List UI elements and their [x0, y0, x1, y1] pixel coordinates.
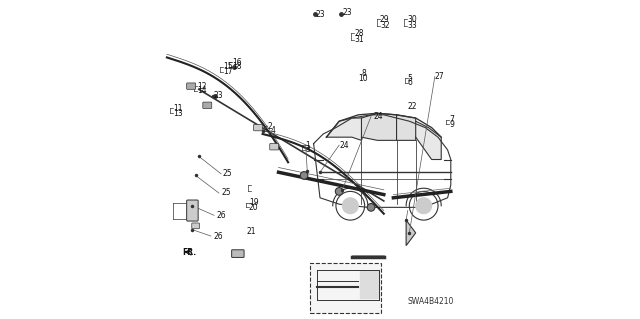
Text: 25: 25 — [221, 189, 231, 197]
Text: 10: 10 — [358, 74, 368, 83]
Text: 5: 5 — [408, 74, 413, 83]
Text: 27: 27 — [435, 72, 444, 81]
Text: 19: 19 — [249, 198, 259, 207]
FancyBboxPatch shape — [310, 263, 381, 313]
Text: 11: 11 — [173, 104, 183, 113]
Text: 13: 13 — [173, 109, 183, 118]
Text: 26: 26 — [213, 232, 223, 241]
Polygon shape — [397, 115, 416, 140]
Polygon shape — [416, 121, 441, 160]
Text: 16: 16 — [232, 58, 242, 67]
Text: 24: 24 — [373, 112, 383, 121]
Circle shape — [416, 198, 431, 214]
Text: 15: 15 — [223, 63, 232, 71]
Text: 21: 21 — [246, 227, 256, 236]
Text: 31: 31 — [354, 35, 364, 44]
Polygon shape — [406, 220, 416, 246]
FancyBboxPatch shape — [187, 200, 198, 221]
Text: SWA4B4210: SWA4B4210 — [408, 297, 454, 306]
Text: 8: 8 — [362, 69, 366, 78]
FancyBboxPatch shape — [192, 223, 200, 229]
Text: 33: 33 — [407, 21, 417, 30]
Text: 26: 26 — [216, 211, 226, 220]
Text: 30: 30 — [407, 15, 417, 24]
Polygon shape — [362, 113, 397, 140]
FancyBboxPatch shape — [187, 83, 196, 89]
Circle shape — [367, 204, 375, 211]
Text: 28: 28 — [354, 29, 364, 38]
Text: 23: 23 — [316, 10, 326, 19]
FancyBboxPatch shape — [203, 102, 212, 108]
Text: 12: 12 — [197, 82, 207, 91]
Circle shape — [300, 172, 308, 179]
Text: 20: 20 — [249, 203, 259, 212]
Text: 1: 1 — [306, 141, 310, 150]
Text: 6: 6 — [408, 78, 413, 87]
Text: 29: 29 — [380, 15, 390, 24]
Text: 7: 7 — [449, 115, 454, 124]
Text: FR.: FR. — [182, 248, 196, 256]
Text: 2: 2 — [268, 122, 272, 130]
Circle shape — [335, 188, 343, 195]
Polygon shape — [360, 271, 379, 298]
Text: 22: 22 — [408, 102, 417, 111]
FancyBboxPatch shape — [253, 124, 262, 131]
Text: 4: 4 — [271, 126, 275, 135]
Circle shape — [342, 198, 358, 214]
Text: 25: 25 — [223, 169, 232, 178]
Text: 32: 32 — [380, 21, 390, 30]
FancyBboxPatch shape — [269, 144, 278, 150]
FancyBboxPatch shape — [232, 250, 244, 257]
Text: 17: 17 — [223, 67, 232, 76]
Text: 23: 23 — [342, 8, 352, 17]
Text: 3: 3 — [306, 145, 310, 154]
Text: 14: 14 — [197, 86, 207, 95]
Text: 9: 9 — [449, 120, 454, 129]
Text: 18: 18 — [232, 63, 242, 71]
Text: 23: 23 — [213, 91, 223, 100]
Polygon shape — [326, 118, 362, 140]
Text: 24: 24 — [339, 141, 349, 150]
